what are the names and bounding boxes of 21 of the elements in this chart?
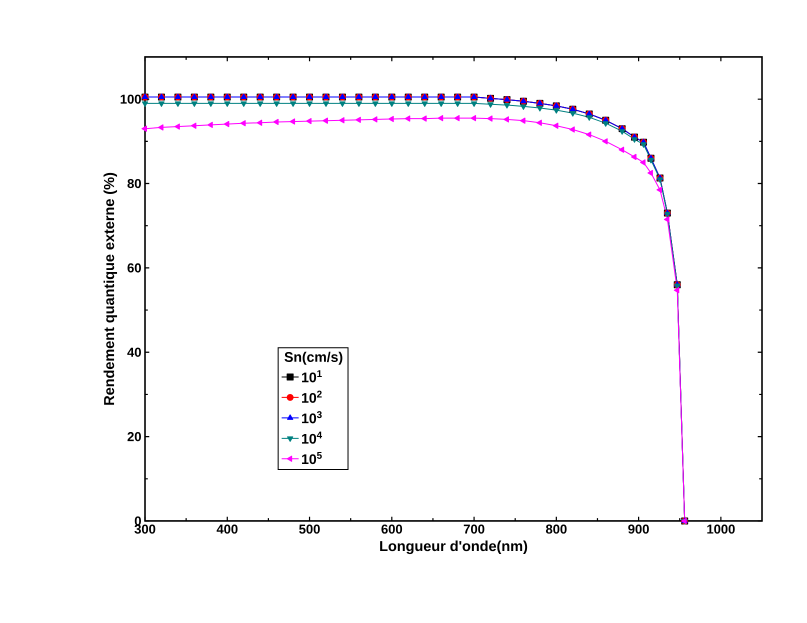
y-axis-title: Rendement quantique externe (%) [104, 172, 118, 405]
x-tick-label: 1000 [707, 524, 735, 534]
legend-label: 10$^{1}$ [302, 370, 322, 382]
x-tick-label: 300 [134, 524, 156, 534]
y-tick-label: 40 [127, 348, 141, 357]
y-tick-label: 20 [128, 432, 141, 442]
x-tick-label: 900 [628, 524, 649, 534]
y-tick-label: 60 [128, 263, 141, 272]
x-tick-label: 400 [216, 524, 238, 534]
x-tick-label: 800 [546, 524, 567, 534]
legend-label: 10$^{2}$ [302, 390, 322, 403]
legend-title: Sn(cm/s) [284, 352, 342, 365]
y-tick-label: 80 [127, 178, 141, 188]
x-tick-label: 500 [299, 524, 320, 534]
x-axis-title: Longueur d'onde(nm) [380, 540, 528, 554]
legend-label: 10$^{5}$ [302, 452, 322, 464]
y-tick-label: 100 [120, 94, 141, 104]
legend-label: 10$^{4}$ [302, 432, 322, 444]
x-tick-label: 700 [464, 524, 484, 534]
legend-label: 10$^{3}$ [302, 411, 322, 424]
x-tick-label: 600 [381, 524, 402, 534]
